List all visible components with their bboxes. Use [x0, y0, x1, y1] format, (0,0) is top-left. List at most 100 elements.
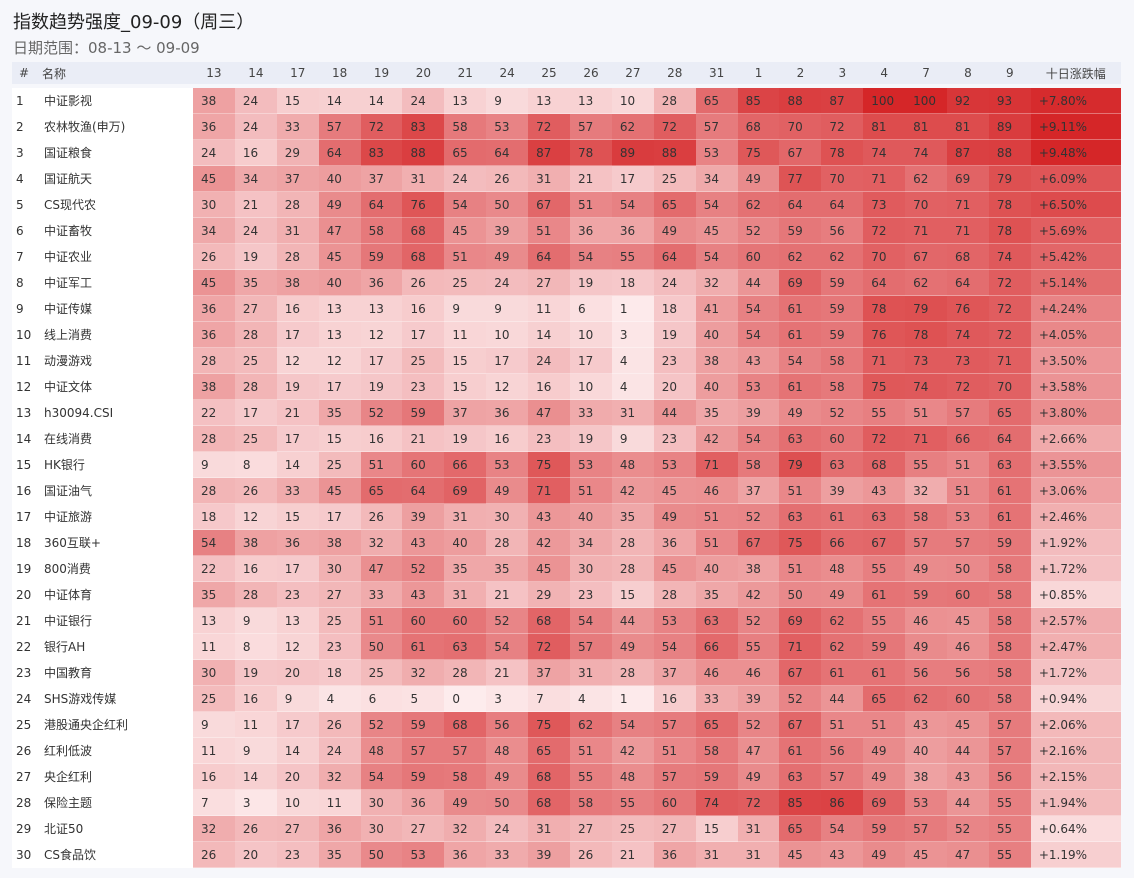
change-cell: +1.94% — [1030, 790, 1121, 816]
name-cell: 线上消费 — [36, 322, 193, 348]
heat-cell: 26 — [360, 504, 403, 530]
heat-cell: 28 — [234, 582, 277, 608]
heat-cell: 63 — [779, 426, 822, 452]
heat-cell: 51 — [570, 192, 612, 218]
heat-cell: 85 — [737, 88, 780, 114]
header-cell: 27 — [611, 62, 654, 84]
heat-cell: 10 — [486, 322, 529, 348]
rank-cell: 28 — [12, 790, 36, 816]
heat-cell: 88 — [653, 140, 696, 166]
heat-cell: 3 — [486, 686, 529, 712]
heat-cell: 12 — [234, 504, 277, 530]
heat-cell: 15 — [276, 88, 319, 114]
heat-cell: 54 — [570, 608, 612, 634]
heat-cell: 60 — [444, 608, 487, 634]
heat-cell: 19 — [444, 426, 487, 452]
heat-cell: 59 — [863, 816, 906, 842]
heat-cell: 25 — [318, 452, 361, 478]
name-cell: 动漫游戏 — [36, 348, 193, 374]
heat-cell: 17 — [570, 348, 612, 374]
heat-cell: 62 — [905, 686, 948, 712]
heatmap-table: # 名称 13 14 17 18 19 20 21 24 25 26 27 28 31 1 2 3 4 7 8 9 十日涨跌… — [12, 62, 1121, 868]
heat-cell: 81 — [905, 114, 948, 140]
heat-cell: 25 — [611, 816, 654, 842]
heat-cell: 67 — [779, 712, 822, 738]
heat-cell: 9 — [276, 686, 319, 712]
heat-cell: 54 — [737, 426, 780, 452]
rank-cell: 25 — [12, 712, 36, 738]
heat-cell: 59 — [821, 296, 864, 322]
heat-cell: 35 — [695, 582, 738, 608]
heat-cell: 59 — [360, 244, 403, 270]
heat-cell: 63 — [863, 504, 906, 530]
heat-cell: 33 — [360, 582, 403, 608]
heat-cell: 87 — [947, 140, 989, 166]
heat-cell: 11 — [528, 296, 571, 322]
heat-cell: 38 — [234, 530, 277, 556]
heat-cell: 89 — [988, 114, 1031, 140]
heat-cell: 46 — [947, 634, 989, 660]
heat-cell: 53 — [486, 452, 529, 478]
heat-cell: 55 — [611, 244, 654, 270]
heat-cell: 16 — [486, 426, 529, 452]
heat-cell: 25 — [234, 426, 277, 452]
change-cell: +3.80% — [1030, 400, 1121, 426]
heat-cell: 66 — [695, 634, 738, 660]
header-cell: 4 — [863, 62, 906, 84]
heat-cell: 25 — [234, 348, 277, 374]
heat-cell: 45 — [193, 270, 235, 296]
heat-cell: 19 — [570, 426, 612, 452]
heat-cell: 46 — [695, 478, 738, 504]
heat-cell: 11 — [193, 738, 235, 764]
heat-cell: 64 — [779, 192, 822, 218]
subtitle: 日期范围：08-13 ～ 09-09 — [13, 39, 200, 57]
heat-cell: 65 — [695, 88, 738, 114]
heat-cell: 50 — [779, 582, 822, 608]
heat-cell: 41 — [695, 296, 738, 322]
change-cell: +2.16% — [1030, 738, 1121, 764]
heat-cell: 54 — [486, 634, 529, 660]
name-cell: 国证粮食 — [36, 140, 193, 166]
heat-cell: 74 — [988, 244, 1031, 270]
heat-cell: 44 — [947, 790, 989, 816]
header-cell: 28 — [653, 62, 696, 84]
heat-cell: 32 — [402, 660, 445, 686]
heat-cell: 23 — [653, 426, 696, 452]
heat-cell: 51 — [570, 738, 612, 764]
heat-cell: 38 — [737, 556, 780, 582]
heat-cell: 51 — [444, 244, 487, 270]
heat-cell: 9 — [234, 738, 277, 764]
name-cell: 北证50 — [36, 816, 193, 842]
heat-cell: 87 — [528, 140, 571, 166]
heat-cell: 68 — [737, 114, 780, 140]
heat-cell: 8 — [234, 452, 277, 478]
heat-cell: 62 — [905, 166, 948, 192]
heat-cell: 65 — [528, 738, 571, 764]
heat-cell: 72 — [821, 114, 864, 140]
heat-cell: 40 — [318, 166, 361, 192]
rank-cell: 24 — [12, 686, 36, 712]
heat-cell: 58 — [821, 348, 864, 374]
heat-cell: 19 — [234, 660, 277, 686]
heat-cell: 21 — [486, 582, 529, 608]
heat-cell: 59 — [402, 712, 445, 738]
heat-cell: 13 — [276, 608, 319, 634]
heat-cell: 29 — [528, 582, 571, 608]
heat-cell: 78 — [988, 218, 1031, 244]
heat-cell: 6 — [360, 686, 403, 712]
heat-cell: 48 — [821, 556, 864, 582]
heat-cell: 62 — [821, 608, 864, 634]
heat-cell: 40 — [570, 504, 612, 530]
heat-cell: 28 — [193, 426, 235, 452]
heat-cell: 61 — [779, 738, 822, 764]
heat-cell: 15 — [444, 374, 487, 400]
heat-cell: 64 — [947, 270, 989, 296]
heat-cell: 64 — [402, 478, 445, 504]
heat-cell: 38 — [695, 348, 738, 374]
heat-cell: 11 — [444, 322, 487, 348]
heat-cell: 83 — [360, 140, 403, 166]
heat-cell: 31 — [570, 660, 612, 686]
heat-cell: 26 — [318, 712, 361, 738]
heat-cell: 27 — [528, 270, 571, 296]
heat-cell: 62 — [779, 244, 822, 270]
